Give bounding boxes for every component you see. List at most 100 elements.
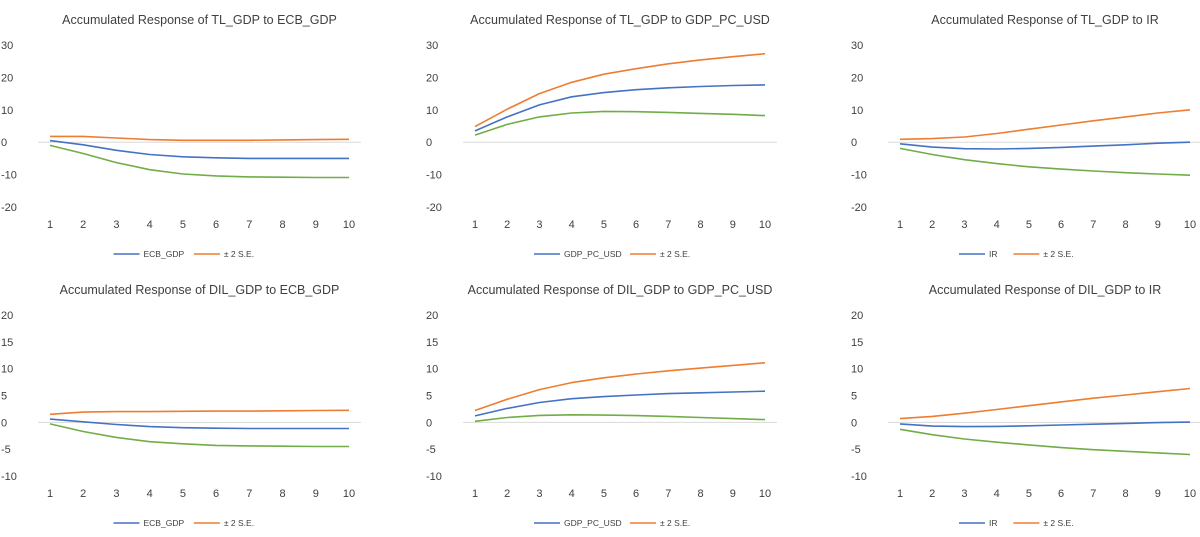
upper-band-line: [49, 409, 350, 416]
legend-label-se: ± 2 S.E.: [1043, 249, 1073, 259]
legend-label-response: IR: [989, 249, 998, 259]
upper-band-line: [474, 362, 766, 412]
legend-label-response: ECB_GDP: [144, 518, 185, 528]
y-tick-label: -20: [851, 202, 867, 214]
x-tick-label: 3: [536, 219, 542, 231]
y-tick-label: 0: [851, 137, 857, 149]
chart-panel-2: Accumulated Response of TL_GDP to GDP_PC…: [426, 13, 777, 259]
x-tick-label: 6: [213, 219, 219, 231]
chart-title: Accumulated Response of TL_GDP to IR: [931, 13, 1158, 27]
x-tick-label: 2: [929, 488, 935, 500]
x-tick-label: 5: [601, 488, 607, 500]
y-tick-label: -10: [1, 471, 17, 483]
chart-panel-3: Accumulated Response of TL_GDP to IR 3 0 20…: [851, 13, 1200, 259]
x-tick-label: 1: [47, 219, 53, 231]
chart-title: Accumulated Response of DIL_GDP to ECB_G…: [60, 283, 340, 297]
y-tick-label: -10: [1, 170, 17, 182]
x-tick-label: 6: [633, 488, 639, 500]
x-tick-label: 9: [1155, 219, 1161, 231]
legend-label-se: ± 2 S.E.: [224, 518, 254, 528]
x-tick-label: 9: [1155, 488, 1161, 500]
x-tick-label: 3: [961, 488, 967, 500]
y-tick-label: -20: [1, 202, 17, 214]
legend-label-response: GDP_PC_USD: [564, 518, 622, 528]
x-tick-label: 9: [313, 219, 319, 231]
x-tick-label: 9: [730, 219, 736, 231]
y-tick-label: -10: [851, 471, 867, 483]
y-tick-label: 20: [426, 310, 438, 322]
y-tick-label: -10: [851, 170, 867, 182]
response-line: [474, 84, 766, 132]
response-line: [49, 139, 349, 160]
x-tick-label: 5: [180, 219, 186, 231]
x-tick-label: 1: [472, 219, 478, 231]
y-tick-label: 5: [426, 391, 432, 403]
y-tick-label: 0: [426, 417, 432, 429]
legend-label-se: ± 2 S.E.: [660, 518, 690, 528]
chart-title: Accumulated Response of DIL_GDP to GDP_P…: [468, 283, 773, 297]
upper-band-line: [474, 52, 766, 128]
y-tick-label: -5: [426, 444, 436, 456]
legend-label-response: IR: [989, 518, 998, 528]
y-tick-label: 10: [426, 364, 438, 376]
x-tick-label: 10: [1184, 488, 1196, 500]
x-tick-label: 3: [113, 219, 119, 231]
lower-band-line: [49, 144, 349, 179]
lower-band-line: [474, 110, 766, 136]
y-tick-label: 30: [1, 40, 13, 52]
x-tick-label: 1: [897, 488, 903, 500]
legend-label-response: GDP_PC_USD: [564, 249, 622, 259]
x-tick-label: 8: [697, 488, 703, 500]
y-tick-label: -10: [426, 471, 442, 483]
y-tick-label: 10: [426, 105, 438, 117]
x-tick-label: 6: [213, 488, 219, 500]
x-tick-label: 8: [279, 219, 285, 231]
x-tick-label: 1: [472, 488, 478, 500]
x-tick-label: 7: [1090, 219, 1096, 231]
y-tick-label: 5: [851, 391, 857, 403]
x-tick-label: 4: [147, 219, 153, 231]
x-tick-label: 8: [279, 488, 285, 500]
x-tick-label: 8: [1122, 488, 1128, 500]
x-tick-label: 5: [1026, 488, 1032, 500]
chart-title: Accumulated Response of DIL_GDP to IR: [929, 283, 1162, 297]
y-tick-label: 20: [851, 72, 863, 84]
y-tick-label: 30: [426, 40, 438, 52]
x-tick-label: 4: [994, 219, 1000, 231]
lower-band-line: [474, 413, 766, 423]
y-tick-label: 15: [1, 337, 13, 349]
x-tick-label: 6: [1058, 488, 1064, 500]
upper-band-line: [899, 387, 1191, 420]
x-tick-label: 6: [1058, 219, 1064, 231]
x-tick-label: 7: [246, 488, 252, 500]
chart-legend: IR ± 2 S.E.: [959, 249, 1074, 259]
chart-title: Accumulated Response of TL_GDP to GDP_PC…: [470, 13, 770, 27]
x-tick-label: 8: [697, 219, 703, 231]
y-tick-label: 15: [851, 337, 863, 349]
response-line: [899, 421, 1191, 428]
x-tick-label: 9: [313, 488, 319, 500]
x-tick-label: 1: [897, 219, 903, 231]
chart-panel-4: Accumulated Response of DIL_GDP to ECB_G…: [1, 283, 361, 528]
response-line: [899, 141, 1191, 150]
chart-legend: GDP_PC_USD ± 2 S.E.: [534, 518, 690, 528]
response-line: [474, 390, 766, 417]
chart-legend: ECB_GDP ± 2 S.E.: [113, 518, 254, 528]
x-tick-label: 3: [961, 219, 967, 231]
x-tick-label: 5: [1026, 219, 1032, 231]
x-tick-label: 2: [80, 488, 86, 500]
lower-band-line: [899, 428, 1191, 456]
y-tick-label: 20: [1, 310, 13, 322]
upper-band-line: [50, 135, 350, 142]
chart-title: Accumulated Response of TL_GDP to ECB_GD…: [62, 13, 337, 27]
y-tick-label: -20: [426, 202, 442, 214]
x-tick-label: 10: [343, 219, 355, 231]
x-tick-label: 7: [246, 219, 252, 231]
y-tick-label: 0: [426, 137, 432, 149]
y-tick-label: 15: [426, 337, 438, 349]
x-tick-label: 4: [569, 488, 575, 500]
y-tick-label: -5: [1, 444, 11, 456]
x-tick-label: 3: [113, 488, 119, 500]
